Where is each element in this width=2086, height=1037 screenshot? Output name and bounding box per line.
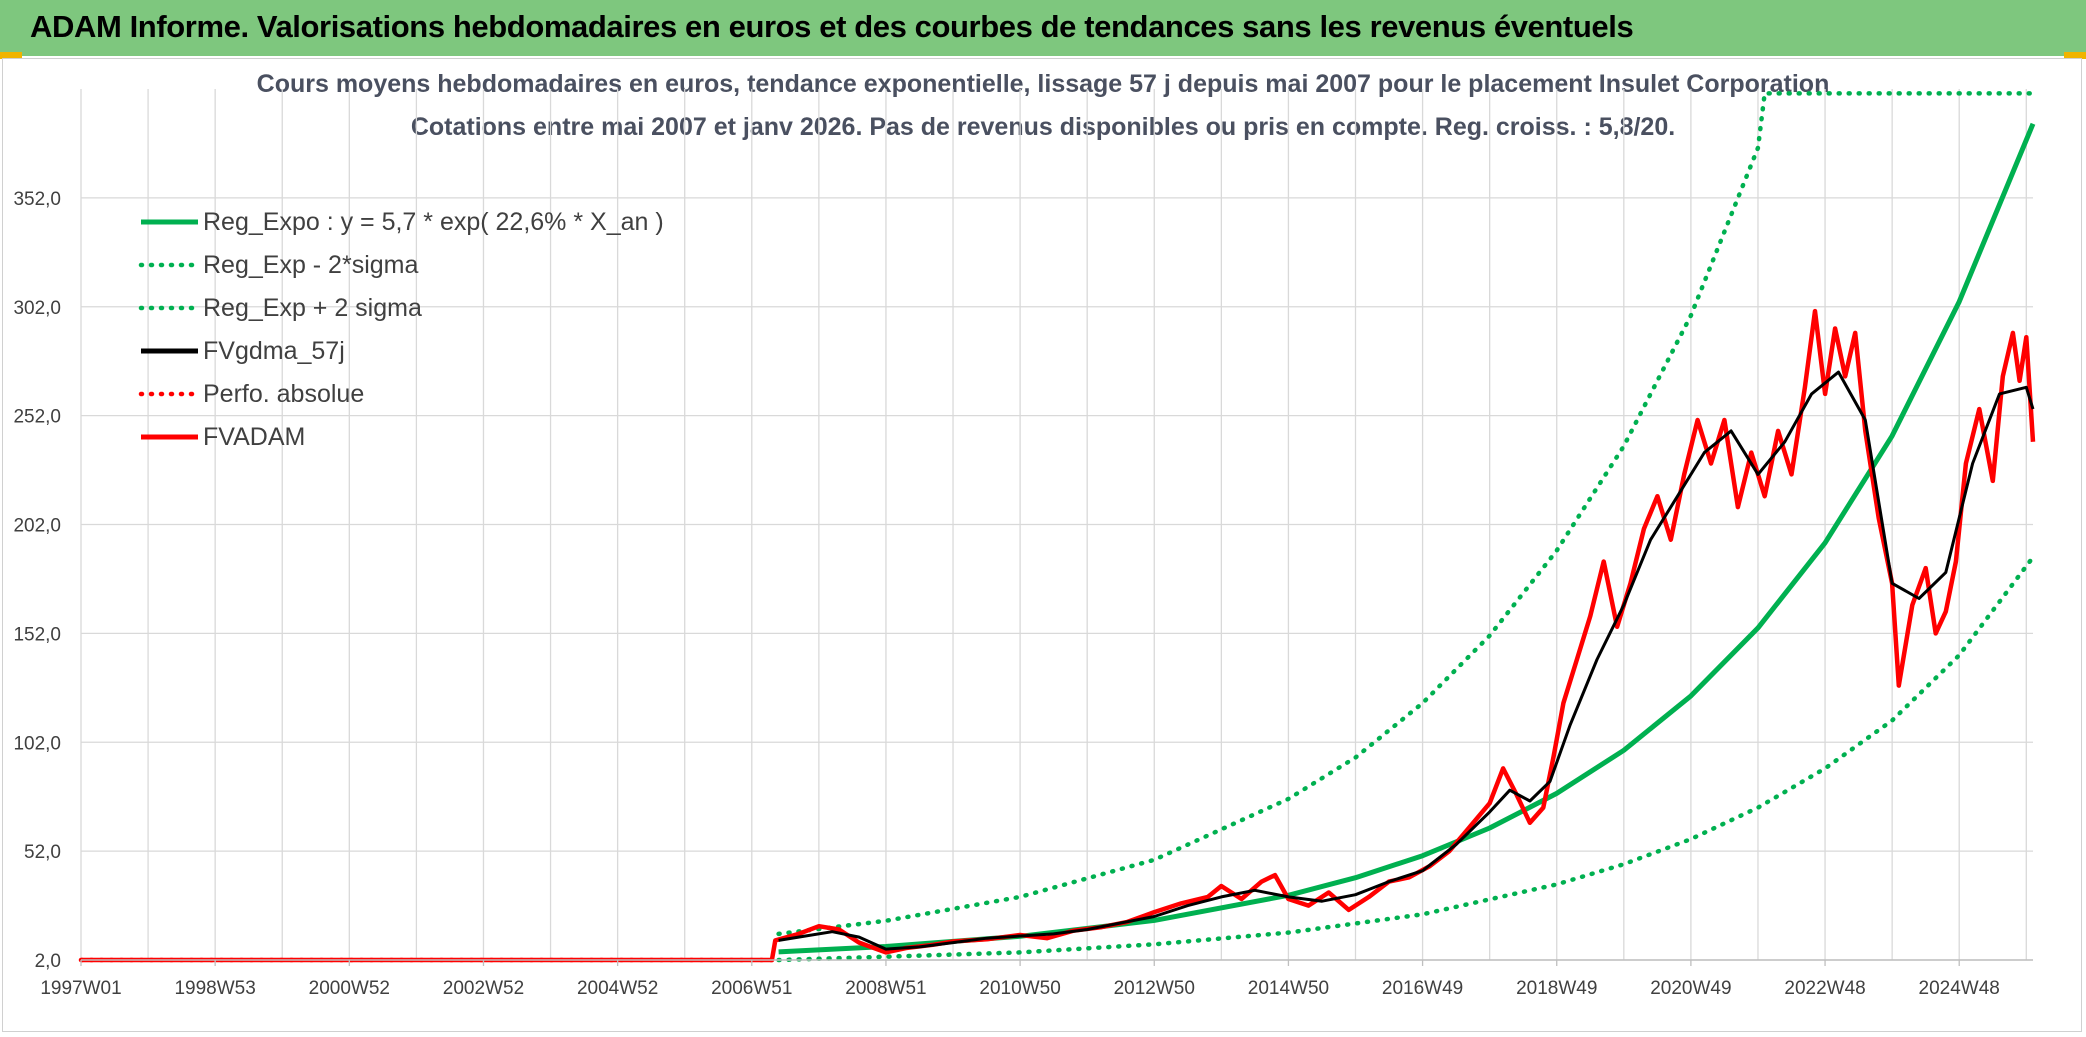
- x-tick-label: 2020W49: [1650, 978, 1731, 999]
- chart-subtitle: Cotations entre mai 2007 et janv 2026. P…: [411, 113, 1675, 141]
- x-tick-label: 2004W52: [577, 978, 658, 999]
- y-tick-label: 52,0: [24, 842, 61, 863]
- series-line-reg-expo-y-5-7-exp-22-6-x-an: [778, 122, 2036, 955]
- page-title: ADAM Informe. Valorisations hebdomadaire…: [30, 9, 1634, 44]
- y-tick-label: 152,0: [13, 624, 61, 645]
- y-tick-label: 102,0: [13, 733, 61, 754]
- x-tick-label: 2002W52: [443, 978, 524, 999]
- series-line-reg-exp-2-sigma: [776, 554, 2036, 963]
- x-tick-label: 2018W49: [1516, 978, 1597, 999]
- legend-label: FVADAM: [203, 423, 305, 451]
- x-tick-label: 2024W48: [1919, 978, 2000, 999]
- x-tick-label: 2000W52: [309, 978, 390, 999]
- x-tick-label: 2010W50: [979, 978, 1060, 999]
- legend-label: Reg_Exp + 2 sigma: [203, 294, 422, 322]
- series-line-fvadam: [81, 308, 2036, 963]
- x-tick-label: 2008W51: [845, 978, 926, 999]
- legend-label: Perfo. absolue: [203, 380, 364, 408]
- x-tick-label: 2012W50: [1114, 978, 1195, 999]
- corner-marker-left: [0, 52, 22, 59]
- corner-marker-right: [2064, 52, 2086, 59]
- axes: 2,0 52,0 102,0 152,0 202,0 252,0 302,0 352,0 199…: [13, 189, 2033, 999]
- chart-title: Cours moyens hebdomadaires en euros, ten…: [257, 70, 1830, 98]
- x-tick-label: 1998W53: [174, 978, 255, 999]
- header-bar: ADAM Informe. Valorisations hebdomadaire…: [0, 0, 2086, 56]
- y-tick-label: 352,0: [13, 189, 61, 210]
- x-tick-label: 2022W48: [1784, 978, 1865, 999]
- y-tick-label: 252,0: [13, 407, 61, 428]
- y-tick-label: 2,0: [35, 951, 61, 972]
- y-tick-label: 302,0: [13, 298, 61, 319]
- legend: Reg_Expo : y = 5,7 * exp( 22,6% * X_an )…: [138, 208, 664, 451]
- series-line-reg-exp-2-sigma: [776, 91, 2036, 937]
- x-tick-label: 2006W51: [711, 978, 792, 999]
- x-tick-label: 2016W49: [1382, 978, 1463, 999]
- chart-frame: Cours moyens hebdomadaires en euros, ten…: [2, 58, 2082, 1032]
- legend-label: Reg_Expo : y = 5,7 * exp( 22,6% * X_an ): [203, 208, 664, 236]
- y-tick-label: 202,0: [13, 516, 61, 537]
- legend-label: Reg_Exp - 2*sigma: [203, 251, 418, 279]
- grid: [80, 89, 2033, 961]
- x-tick-label: 1997W01: [40, 978, 121, 999]
- chart: Cours moyens hebdomadaires en euros, ten…: [13, 70, 2036, 999]
- x-tick-label: 2014W50: [1248, 978, 1329, 999]
- legend-label: FVgdma_57j: [203, 337, 345, 365]
- series-line-fvgdma-57j: [778, 370, 2035, 951]
